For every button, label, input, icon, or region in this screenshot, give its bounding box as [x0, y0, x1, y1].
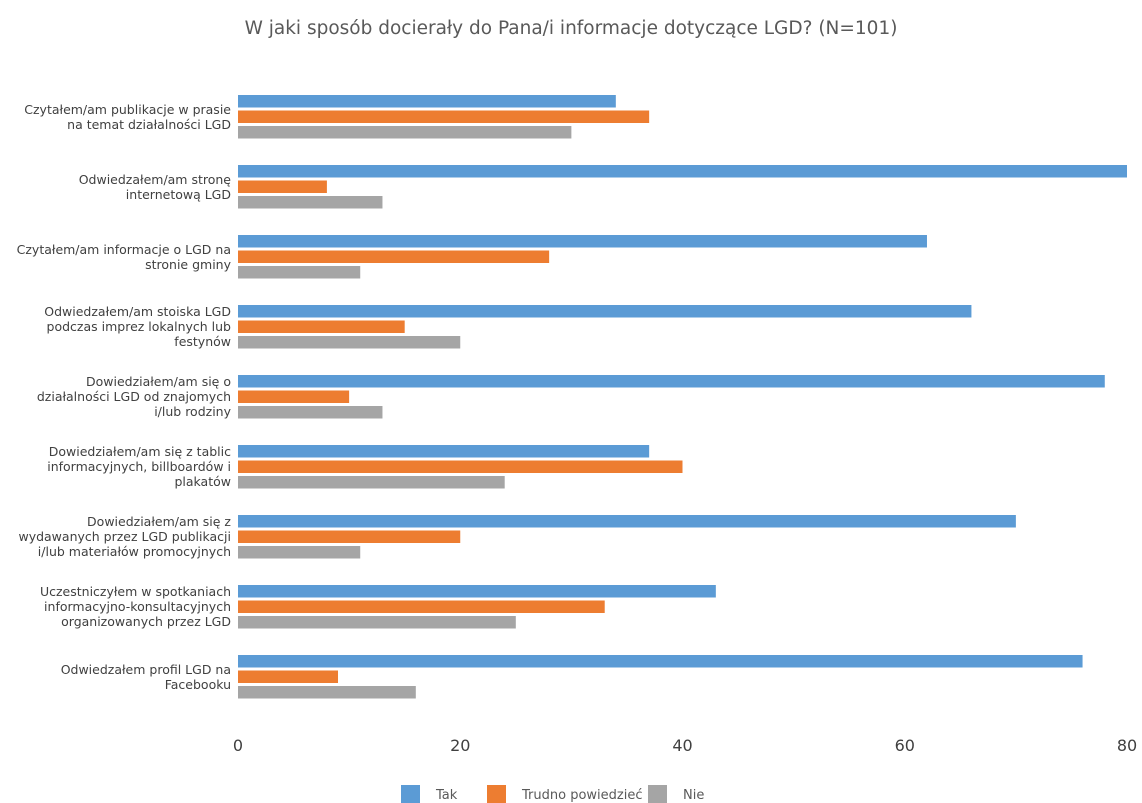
legend-label-1: Tak: [435, 788, 458, 803]
category-label-line: podczas imprez lokalnych lub: [46, 319, 231, 335]
bar-9-3: [238, 686, 416, 699]
chart-title: W jaki sposób docierały do Pana/i inform…: [244, 18, 898, 39]
category-label-line: na temat działalności LGD: [67, 116, 231, 132]
bar-7-2: [238, 530, 461, 543]
category-label-line: Odwiedzałem/am stoiska LGD: [44, 304, 231, 320]
bar-8-3: [238, 616, 516, 629]
legend-swatch-3: [648, 785, 667, 803]
bar-2-1: [238, 165, 1127, 178]
bar-7-3: [238, 546, 361, 559]
category-label-line: Czytałem/am publikacje w prasie: [24, 101, 231, 117]
category-label-line: informacyjno-konsultacyjnych: [44, 599, 231, 615]
bar-4-3: [238, 336, 461, 349]
bar-9-2: [238, 670, 339, 683]
category-label-line: festynów: [174, 334, 231, 350]
bar-5-3: [238, 406, 383, 419]
category-label-line: organizowanych przez LGD: [61, 614, 231, 630]
bar-6-1: [238, 445, 650, 458]
bar-3-1: [238, 235, 927, 248]
category-label-line: Dowiedziałem/am się o: [85, 374, 231, 390]
bar-1-1: [238, 95, 616, 108]
category-label-line: informacyjnych, billboardów i: [47, 459, 231, 475]
x-tick-label: 40: [672, 736, 692, 755]
bar-6-2: [238, 460, 683, 473]
category-label-line: Czytałem/am informacje o LGD na: [16, 241, 231, 257]
bar-2-3: [238, 196, 383, 209]
category-label-1: Czytałem/am publikacje w prasie na temat …: [0, 102, 231, 132]
x-tick-label: 0: [233, 736, 243, 755]
category-label-9: Odwiedzałem profil LGD na Facebooku: [0, 662, 231, 692]
category-label-line: działalności LGD od znajomych: [36, 389, 231, 405]
legend-label-2: Trudno powiedzieć: [521, 788, 642, 803]
category-label-line: wydawanych przez LGD publikacji: [18, 529, 231, 545]
bar-7-1: [238, 515, 1016, 528]
bar-3-2: [238, 250, 550, 263]
category-label-line: Dowiedziałem/am się z tablic: [48, 444, 231, 460]
category-label-6: Dowiedziałem/am się z tablic informacyjny…: [0, 444, 231, 489]
legend-label-3: Nie: [683, 788, 704, 803]
bar-1-3: [238, 126, 572, 139]
category-label-line: Odwiedzałem profil LGD na: [60, 661, 231, 677]
category-label-line: Odwiedzałem/am stronę: [78, 171, 231, 187]
category-label-line: i/lub materiałów promocyjnych: [37, 544, 231, 560]
bar-6-3: [238, 476, 505, 489]
bar-9-1: [238, 655, 1083, 668]
x-tick-label: 80: [1117, 736, 1137, 755]
bar-8-2: [238, 600, 605, 613]
category-label-4: Odwiedzałem/am stoiska LGD podczas imprez…: [0, 304, 231, 349]
category-label-line: internetową LGD: [125, 186, 231, 202]
category-label-line: stronie gminy: [145, 256, 231, 272]
bar-4-1: [238, 305, 972, 318]
bar-3-3: [238, 266, 361, 279]
legend-swatch-2: [487, 785, 506, 803]
category-label-5: Dowiedziałem/am się o działalności LGD od…: [0, 374, 231, 419]
bar-4-2: [238, 320, 405, 333]
category-label-line: Facebooku: [164, 676, 231, 692]
bar-5-1: [238, 375, 1105, 388]
bar-5-2: [238, 390, 350, 403]
category-label-line: plakatów: [174, 474, 231, 490]
category-label-2: Odwiedzałem/am stronę internetową LGD: [0, 172, 231, 202]
bar-1-2: [238, 110, 650, 123]
x-tick-label: 60: [895, 736, 915, 755]
category-label-8: Uczestniczyłem w spotkaniach informacyjno…: [0, 584, 231, 629]
bar-8-1: [238, 585, 716, 598]
category-label-7: Dowiedziałem/am się z wydawanych przez LG…: [0, 514, 231, 559]
category-label-line: i/lub rodziny: [154, 404, 231, 420]
x-tick-label: 20: [450, 736, 470, 755]
legend-swatch-1: [401, 785, 420, 803]
category-label-3: Czytałem/am informacje o LGD na stronie g…: [0, 242, 231, 272]
category-label-line: Uczestniczyłem w spotkaniach: [39, 584, 231, 600]
bar-2-2: [238, 180, 327, 193]
category-label-line: Dowiedziałem/am się z: [87, 514, 231, 530]
